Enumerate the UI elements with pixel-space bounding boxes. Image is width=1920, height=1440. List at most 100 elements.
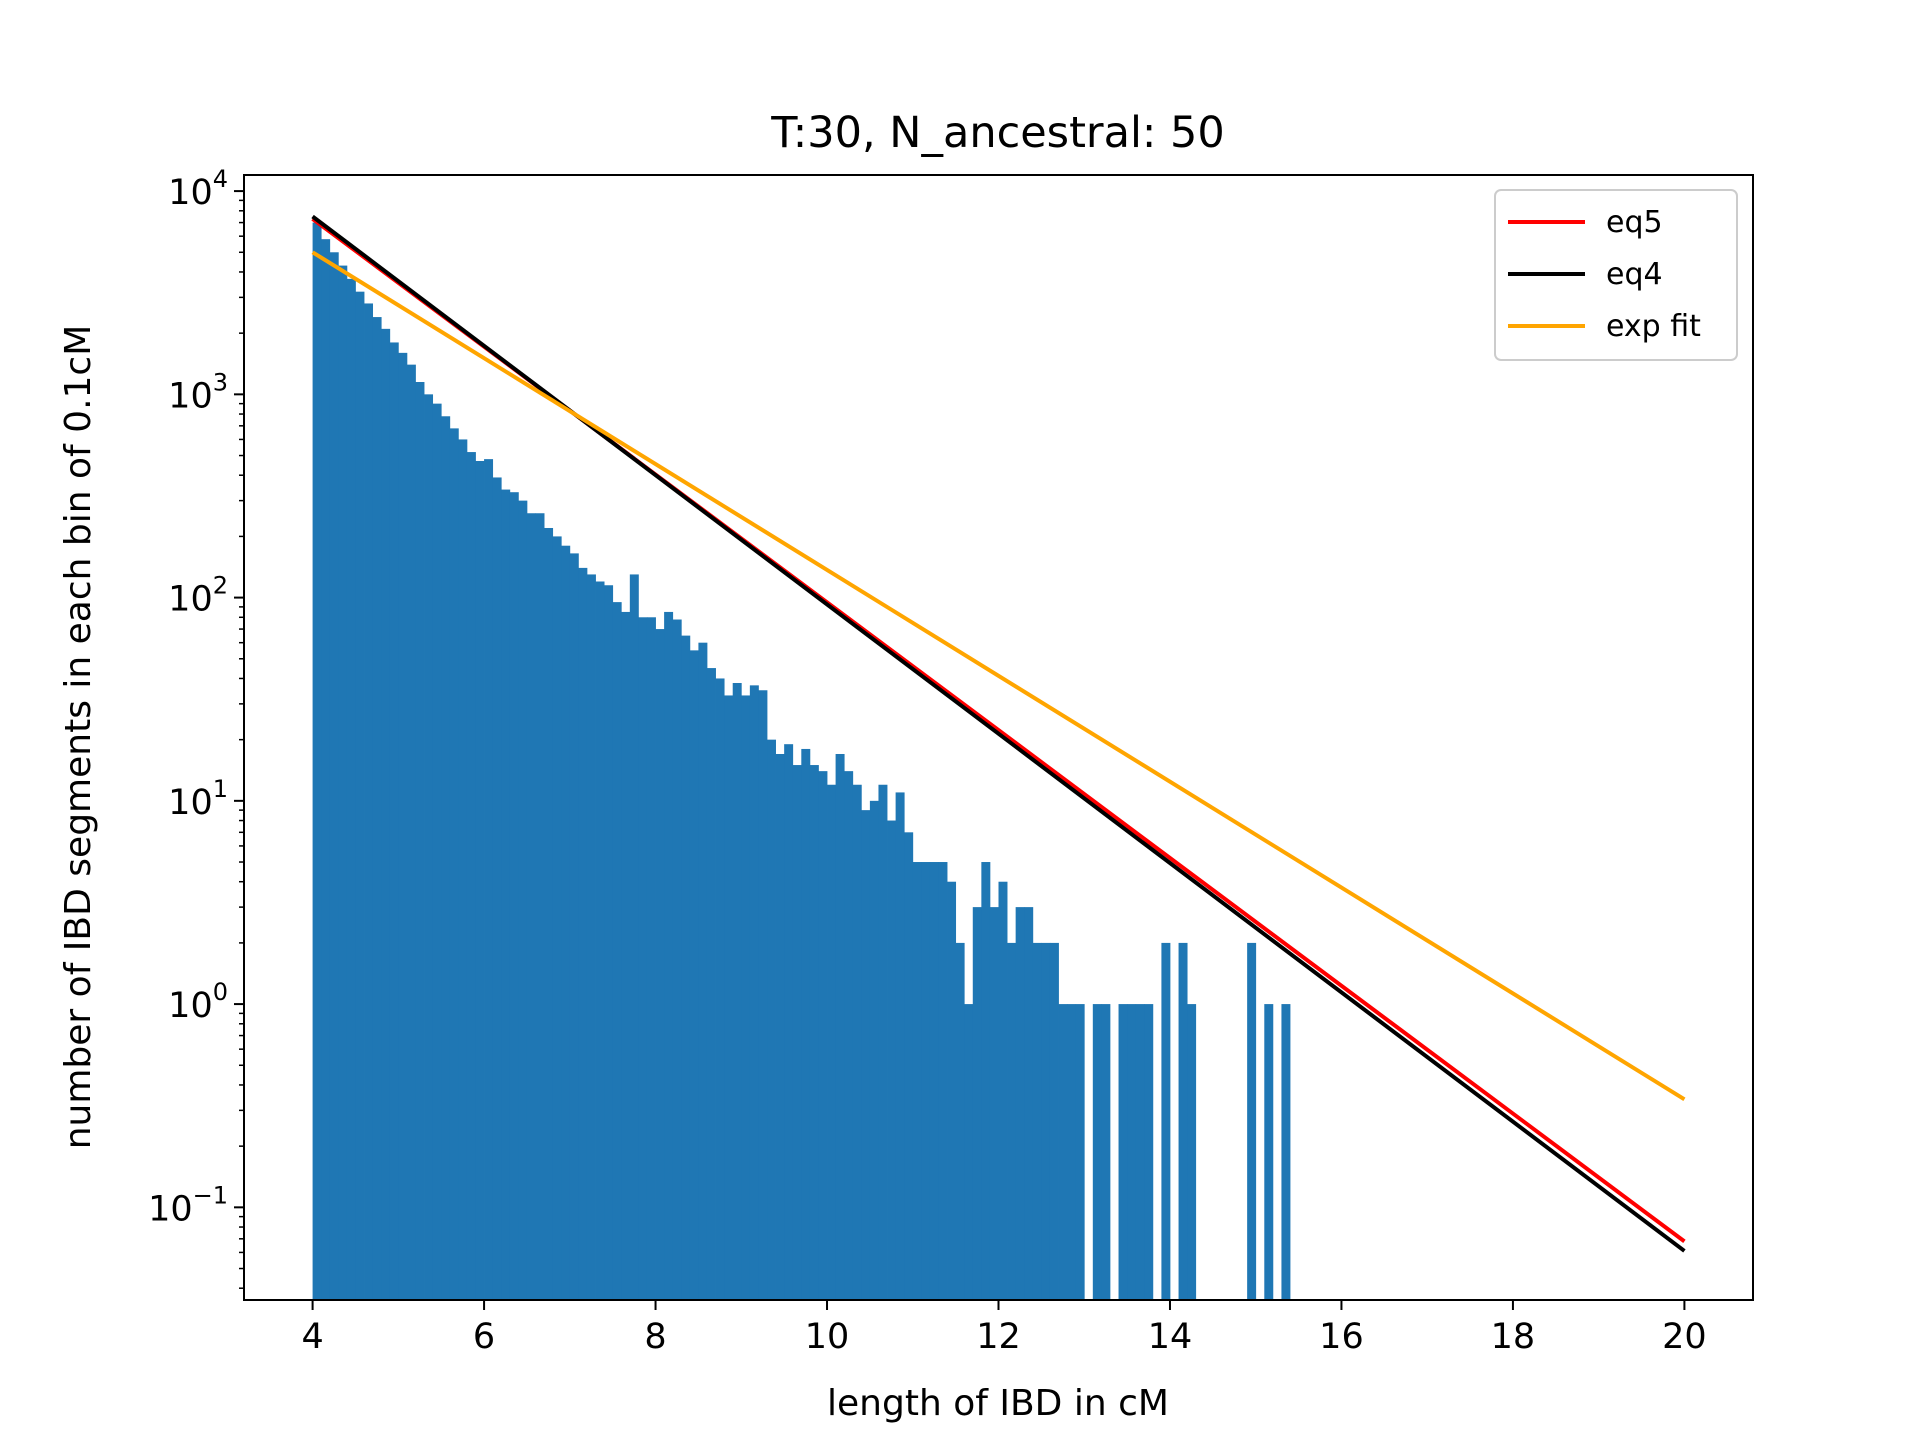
histogram-bar <box>424 394 434 1300</box>
y-axis-ticks: 10−1 100 101 102 103 104 <box>148 165 244 1289</box>
histogram-bar <box>1178 942 1188 1300</box>
histogram-bar <box>544 527 554 1300</box>
histogram-bar <box>741 695 751 1300</box>
histogram-bar <box>767 739 776 1300</box>
histogram-bar <box>441 416 451 1300</box>
histogram-bar <box>1015 907 1025 1300</box>
histogram-bar <box>595 581 605 1300</box>
histogram-bar <box>1007 942 1017 1300</box>
histogram-bar <box>329 252 339 1301</box>
histogram-bar <box>989 907 999 1300</box>
histogram-bar <box>998 881 1008 1300</box>
histogram-bar <box>929 862 939 1300</box>
histogram-bar <box>1101 1004 1111 1300</box>
histogram-bar <box>827 784 836 1300</box>
x-tick-label: 4 <box>301 1317 323 1357</box>
histogram-bar <box>784 744 794 1300</box>
x-axis-label: length of IBD in cM <box>827 1383 1169 1424</box>
histogram-bar <box>792 765 802 1300</box>
x-tick-label: 6 <box>473 1317 495 1357</box>
histogram-bar <box>381 328 391 1300</box>
x-tick-label: 10 <box>805 1317 850 1357</box>
histogram-bar <box>1247 942 1257 1300</box>
histogram-bar <box>458 439 468 1300</box>
histogram-bar <box>389 342 399 1300</box>
histogram-bar <box>1281 1004 1291 1300</box>
histogram-bar <box>955 942 965 1300</box>
histogram-bar <box>912 862 922 1300</box>
histogram-bar <box>1067 1004 1077 1300</box>
histogram-bar <box>689 650 699 1300</box>
histogram-bar <box>346 278 356 1301</box>
histogram-bar <box>1144 1004 1154 1300</box>
histogram-bar <box>449 428 459 1300</box>
histogram-bar <box>775 753 785 1300</box>
histogram-bar <box>904 832 914 1300</box>
series-line-eq4 <box>311 214 1686 1253</box>
histogram-bar <box>1049 942 1059 1300</box>
histogram-bar <box>664 611 674 1300</box>
histogram-bar <box>432 403 442 1300</box>
histogram-bar <box>1032 942 1042 1300</box>
histogram-bar <box>895 792 905 1300</box>
histogram-bar <box>809 765 819 1300</box>
histogram-bar <box>1264 1004 1274 1300</box>
x-tick-label: 12 <box>976 1317 1021 1357</box>
histogram-bar <box>569 553 579 1300</box>
histogram-bar <box>869 800 879 1300</box>
y-tick-label: 102 <box>168 572 228 620</box>
histogram-bar <box>621 611 631 1300</box>
histogram-bar <box>518 500 528 1300</box>
histogram-bar <box>415 382 425 1300</box>
histogram-bar <box>1024 907 1034 1300</box>
histogram-bar <box>552 536 562 1300</box>
histogram-bar <box>578 567 588 1300</box>
histogram-bar <box>801 748 811 1300</box>
histogram-bar <box>1041 942 1051 1300</box>
y-axis-label: number of IBD segments in each bin of 0.… <box>58 325 99 1150</box>
histogram-bar <box>561 545 571 1300</box>
histogram-bar <box>1135 1004 1145 1300</box>
histogram-bar <box>938 862 948 1300</box>
y-tick-label: 104 <box>168 165 228 213</box>
histogram-bar <box>844 771 854 1300</box>
histogram-bar <box>655 629 665 1300</box>
legend-label-eq5: eq5 <box>1606 205 1663 240</box>
histogram-bars <box>312 222 1291 1301</box>
histogram-bar <box>1118 1004 1128 1300</box>
histogram-bar <box>372 317 382 1300</box>
y-tick-label: 103 <box>168 368 228 416</box>
histogram-bar <box>861 810 871 1300</box>
histogram-bar <box>364 303 374 1300</box>
histogram-bar <box>475 460 485 1300</box>
chart-title: T:30, N_ancestral: 50 <box>770 108 1225 158</box>
histogram-bar <box>681 635 691 1300</box>
histogram-bar <box>604 585 614 1300</box>
histogram-bar <box>964 1004 974 1300</box>
histogram-bar <box>672 619 682 1300</box>
histogram-bar <box>1187 1004 1197 1300</box>
histogram-bar <box>887 820 897 1300</box>
histogram-bar <box>852 784 862 1300</box>
histogram-bar <box>638 617 648 1300</box>
x-axis-ticks: 4 6 8 10 12 14 16 18 20 <box>301 1300 1707 1357</box>
histogram-bar <box>355 291 365 1300</box>
histogram-bar <box>706 668 716 1300</box>
x-tick-label: 18 <box>1491 1317 1536 1357</box>
histogram-bar <box>484 459 494 1301</box>
y-tick-label: 10−1 <box>148 1181 228 1229</box>
histogram-bar <box>509 492 519 1301</box>
histogram-bar <box>312 222 322 1301</box>
histogram-bar <box>535 513 545 1300</box>
legend-box <box>1494 189 1738 361</box>
histogram-bar <box>1161 942 1171 1300</box>
x-tick-label: 8 <box>644 1317 666 1357</box>
x-tick-label: 20 <box>1662 1317 1707 1357</box>
histogram-bar <box>1075 1004 1085 1300</box>
histogram-bar <box>586 574 596 1300</box>
histogram-bar <box>749 685 759 1300</box>
histogram-bar <box>972 907 982 1300</box>
histogram-bar <box>501 489 511 1300</box>
histogram-bar <box>1127 1004 1137 1300</box>
x-tick-label: 16 <box>1319 1317 1364 1357</box>
